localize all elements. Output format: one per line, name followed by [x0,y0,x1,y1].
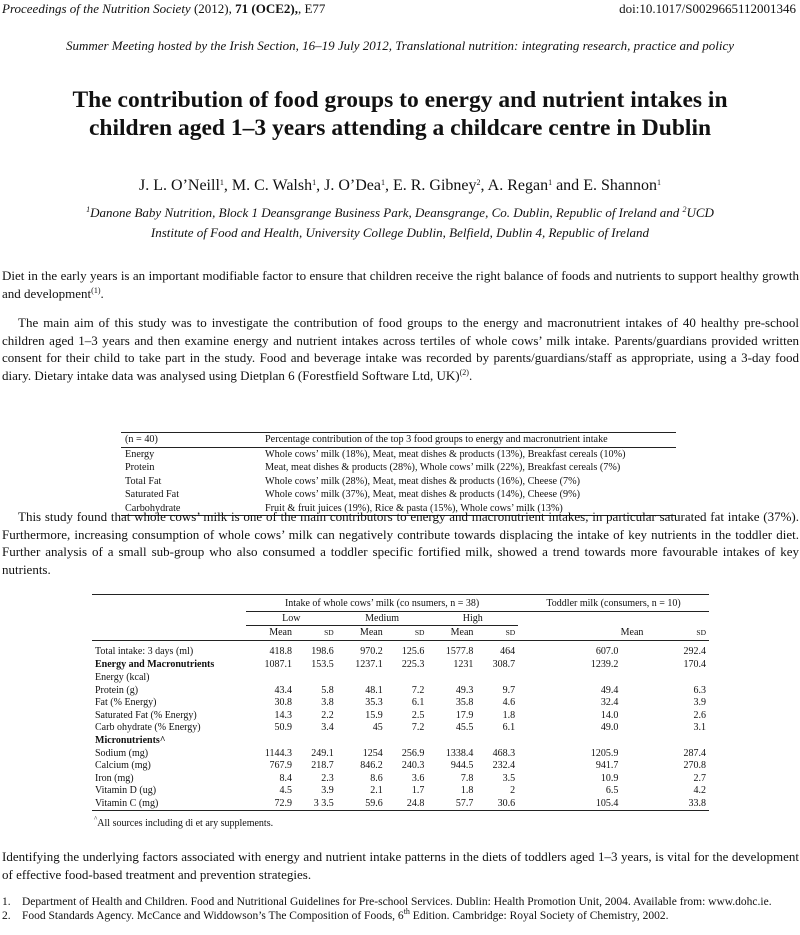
citation-ref[interactable]: (2) [459,367,469,377]
table-row: Protein (g) 43.4 5.8 48.1 7.2 49.3 9.7 49.4 6.3 [95,684,706,696]
author-list: J. L. O’Neill1, M. C. Walsh1, J. O’Dea1,… [139,177,661,194]
table-tertile-header-row: Low Medium High [92,611,709,626]
author-affiliation-mark: 1 [380,178,385,187]
citation-ref[interactable]: (1) [91,285,101,295]
intro-paragraph: Diet in the early years is an important … [2,268,799,301]
doi[interactable]: doi:10.1017/S0029665112001346 [619,1,796,16]
table-row: Saturated Fat (% Energy) 14.3 2.2 15.9 2.5 17… [95,709,706,721]
table-row: Energy and Macronutrients 1087.1 153.5 1237… [95,659,706,671]
table-header-row: (n = 40) Percentage contribution of the … [121,432,676,448]
table-row: Total intake: 3 days (ml) 418.8 198.6 970.2… [95,646,706,658]
methods-paragraph: The main aim of this study was to invest… [2,315,799,383]
journal-citation: Proceedings of the Nutrition Society (20… [2,1,326,16]
author-affiliation-mark: 2 [476,178,481,187]
author-affiliation-mark: 1 [656,178,661,187]
table-row: Carbohydrate Fruit & fruit juices (19%), … [121,501,676,516]
table-row: Calcium (mg) 767.9 218.7 846.2 240.3 944.5 232… [95,760,706,772]
table-row: Iron (mg) 8.4 2.3 8.6 3.6 7.8 3.5 10.9 2.7 [95,772,706,784]
author-affiliation-mark: 1 [312,178,317,187]
table-footnote: ^All sources including di et ary supplem… [94,815,274,830]
table-stat-header-row: Mean SD Mean SD Mean SD Mean SD [92,625,709,641]
author-affiliation-mark: 1 [219,178,224,187]
author-affiliation-mark: 1 [548,178,553,187]
table-row: Fat (% Energy) 30.8 3.8 35.3 6.1 35.8 4.6 32.4 3… [95,697,706,709]
table-row: Vitamin C (mg) 72.9 3 3.5 59.6 24.8 57.7 30.6 1… [92,797,709,811]
author-name: J. O’Dea [324,177,381,194]
author-name: E. Shannon [583,177,657,194]
author-name: J. L. O’Neill [139,177,220,194]
running-header: Proceedings of the Nutrition Society (20… [0,0,800,16]
group-header-toddler-milk: Toddler milk (consumers, n = 10) [518,594,709,612]
affiliations: 1Danone Baby Nutrition, Block 1 Deansgra… [86,205,714,240]
reference-item: 1. Department of Health and Children. Foo… [2,896,772,908]
reference-list: 1. Department of Health and Children. Foo… [2,896,799,923]
author-name: E. R. Gibney [392,177,477,194]
meeting-info: Summer Meeting hosted by the Irish Secti… [65,38,735,53]
table-row: Energy (kcal) [95,671,150,683]
author-name: M. C. Walsh [231,177,313,194]
table-row: Saturated Fat Whole cows’ milk (37%), Mea… [125,489,580,501]
group-header-cows-milk: Intake of whole cows’ milk (co nsumers, … [246,594,519,612]
conclusion-paragraph: Identifying the underlying factors assoc… [2,849,799,882]
results-paragraph: This study found that whole cows’ milk i… [2,509,799,577]
table-row: Total Fat Whole cows’ milk (28%), Meat, m… [125,475,580,487]
table-row: Energy Whole cows’ milk (18%), Meat, meat… [125,448,626,460]
table-row: Micronutrients^ [95,734,166,746]
table-row: Vitamin D (ug) 4.5 3.9 2.1 1.7 1.8 2 6.5 4.2 [95,785,706,797]
nutrient-intake-table: Intake of whole cows’ milk (co nsumers, … [92,594,709,811]
table-row: Carb ohydrate (% Energy) 50.9 3.4 45 7.2 45.5… [95,722,706,734]
food-group-table: (n = 40) Percentage contribution of the … [121,432,676,516]
paper-title: The contribution of food groups to energ… [72,87,728,141]
author-name: A. Regan [487,177,549,194]
table-group-header-row: Intake of whole cows’ milk (co nsumers, … [92,594,709,612]
table-row: Protein Meat, meat dishes & products (28%… [125,462,621,474]
table-row: Sodium (mg) 1144.3 249.1 1254 256.9 1338.4 468… [95,747,706,759]
reference-item: 2. Food Standards Agency. McCance and Wid… [2,906,669,922]
